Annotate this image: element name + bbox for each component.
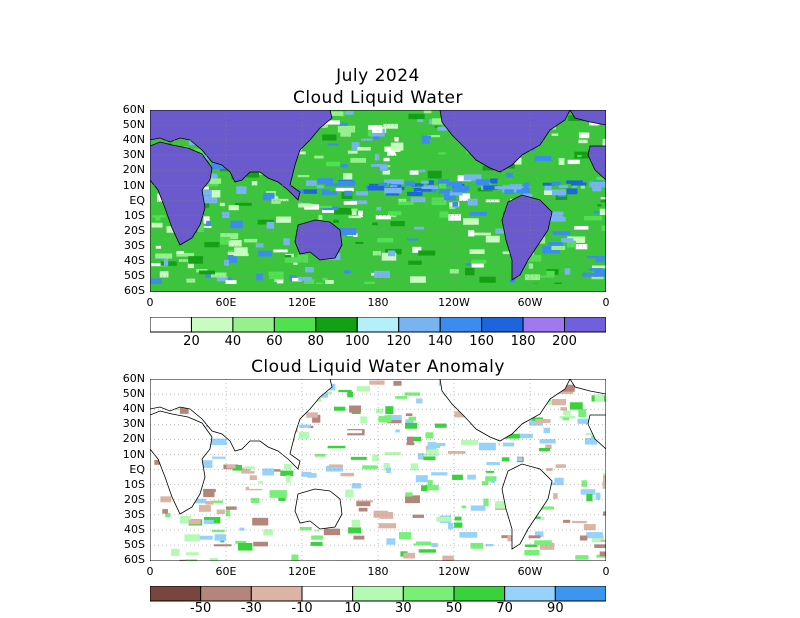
map2-lat-label: 20S: [105, 493, 145, 506]
map2-lat-label: 50S: [105, 538, 145, 551]
map1-title: Cloud Liquid Water: [150, 88, 606, 108]
map2-lon-label: 60E: [201, 565, 251, 578]
map1-lon-label: 0: [125, 296, 175, 309]
colorbar-anomaly: [150, 586, 606, 602]
colorbar2-label: -30: [226, 601, 276, 616]
map1-lat-label: 20S: [105, 224, 145, 237]
map2-lat-label: 40N: [105, 402, 145, 415]
colorbar1-swatch: [399, 317, 440, 332]
map1-lat-label: 50N: [105, 118, 145, 131]
map1-lat-label: 40S: [105, 254, 145, 267]
map2-lon-label: 180: [353, 565, 403, 578]
map1-lon-label: 60W: [505, 296, 555, 309]
colorbar2-swatch: [150, 586, 201, 601]
map2-lat-label: 60N: [105, 372, 145, 385]
map1-lat-label: 40N: [105, 133, 145, 146]
map1-lat-label: 30S: [105, 239, 145, 252]
colorbar2-label: -10: [277, 601, 327, 616]
colorbar2-swatch: [505, 586, 556, 601]
map2-lat-label: 20N: [105, 432, 145, 445]
map1-lat-label: EQ: [105, 194, 145, 207]
colorbar2-swatch: [251, 586, 302, 601]
map1-lon-label: 60E: [201, 296, 251, 309]
map2-lat-label: 30S: [105, 508, 145, 521]
colorbar2-label: 50: [429, 601, 479, 616]
map1-lat-label: 10N: [105, 179, 145, 192]
colorbar1-swatch: [357, 317, 398, 332]
map1-lat-label: 20N: [105, 163, 145, 176]
map1-lat-label: 30N: [105, 148, 145, 161]
colorbar1-swatch: [523, 317, 564, 332]
colorbar2-label: 70: [480, 601, 530, 616]
colorbar1-swatch: [150, 317, 191, 332]
colorbar2-swatch: [454, 586, 505, 601]
map2-lat-label: 50N: [105, 387, 145, 400]
colorbar2-swatch: [353, 586, 404, 601]
map1-lon-label: 0: [581, 296, 631, 309]
map2-title: Cloud Liquid Water Anomaly: [150, 357, 606, 377]
map1-lon-label: 120W: [429, 296, 479, 309]
colorbar1-swatch: [565, 317, 606, 332]
colorbar2-label: -50: [176, 601, 226, 616]
map2-lat-label: EQ: [105, 463, 145, 476]
map2-lon-label: 120E: [277, 565, 327, 578]
colorbar2-label: 30: [378, 601, 428, 616]
colorbar1-swatch: [274, 317, 315, 332]
colorbar1-swatch: [233, 317, 274, 332]
colorbar1-swatch: [316, 317, 357, 332]
colorbar1-label: 200: [540, 334, 590, 349]
colorbar1-swatch: [440, 317, 481, 332]
colorbar1-swatch: [482, 317, 523, 332]
colorbar2-label: 10: [328, 601, 378, 616]
map2-lon-label: 0: [125, 565, 175, 578]
map1-lon-label: 120E: [277, 296, 327, 309]
colorbar2-label: 90: [530, 601, 580, 616]
map2-lat-label: 10S: [105, 478, 145, 491]
cloud-liquid-water-anomaly-map: [150, 379, 606, 561]
map1-lon-label: 180: [353, 296, 403, 309]
map1-lat-label: 50S: [105, 269, 145, 282]
map2-lat-label: 10N: [105, 448, 145, 461]
map2-lon-label: 120W: [429, 565, 479, 578]
month-title: July 2024: [150, 66, 606, 86]
map2-lon-label: 0: [581, 565, 631, 578]
colorbar2-swatch: [302, 586, 353, 601]
map2-lon-label: 60W: [505, 565, 555, 578]
colorbar2-swatch: [403, 586, 454, 601]
map2-lat-label: 40S: [105, 523, 145, 536]
map2-lat-label: 30N: [105, 417, 145, 430]
colorbar2-swatch: [201, 586, 252, 601]
colorbar-cloud-liquid-water: [150, 317, 606, 333]
colorbar1-swatch: [191, 317, 232, 332]
colorbar2-swatch: [555, 586, 606, 601]
map1-lat-label: 60N: [105, 103, 145, 116]
cloud-liquid-water-map: [150, 110, 606, 292]
map1-lat-label: 10S: [105, 209, 145, 222]
